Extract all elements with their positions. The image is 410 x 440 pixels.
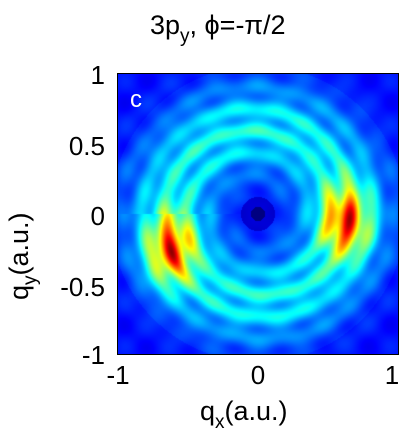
y-axis-label: qy(a.u.) (4, 212, 41, 300)
heatmap-image (117, 73, 399, 355)
y-tick-label: -1 (81, 340, 105, 370)
x-tick-label: -1 (106, 360, 130, 390)
x-axis-label: qx(a.u.) (200, 396, 288, 433)
x-tick-label: 0 (250, 360, 266, 390)
plot-frame (117, 73, 399, 355)
y-tick-label: -0.5 (60, 272, 105, 302)
panel-label: c (130, 86, 142, 113)
y-tick-label: 0.5 (68, 131, 105, 161)
y-tick-label: 1 (90, 60, 105, 90)
y-tick-label: 0 (90, 201, 105, 231)
x-tick-label: 1 (384, 360, 400, 390)
chart-title: 3py, ϕ=-π/2 (150, 10, 286, 47)
